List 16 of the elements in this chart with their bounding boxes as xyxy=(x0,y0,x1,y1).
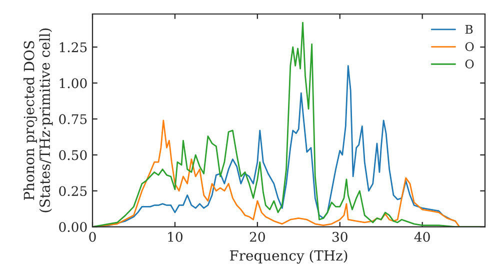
y-tick-label: 0.75 xyxy=(59,114,87,124)
y-tick-label: 1.00 xyxy=(60,78,87,88)
legend-label: O xyxy=(465,59,474,68)
legend-label: O xyxy=(465,42,474,52)
y-tick-label: 0.50 xyxy=(59,150,87,160)
x-tick-label: 30 xyxy=(332,232,348,242)
y-tick-label: 0.00 xyxy=(59,222,87,232)
x-tick-label: 20 xyxy=(250,232,265,242)
x-axis-title: Frequency (THz) xyxy=(230,250,348,264)
x-tick-label: 40 xyxy=(414,232,430,242)
y-tick-label: 1.25 xyxy=(60,42,87,52)
y-axis-title: Phonon projected DOS (States/THz·primitive cell) xyxy=(24,28,53,212)
y-tick-label: 0.25 xyxy=(59,186,87,196)
x-tick-label: 0 xyxy=(89,232,96,242)
x-tick-label: 10 xyxy=(168,232,182,242)
legend-label: B xyxy=(465,24,473,34)
